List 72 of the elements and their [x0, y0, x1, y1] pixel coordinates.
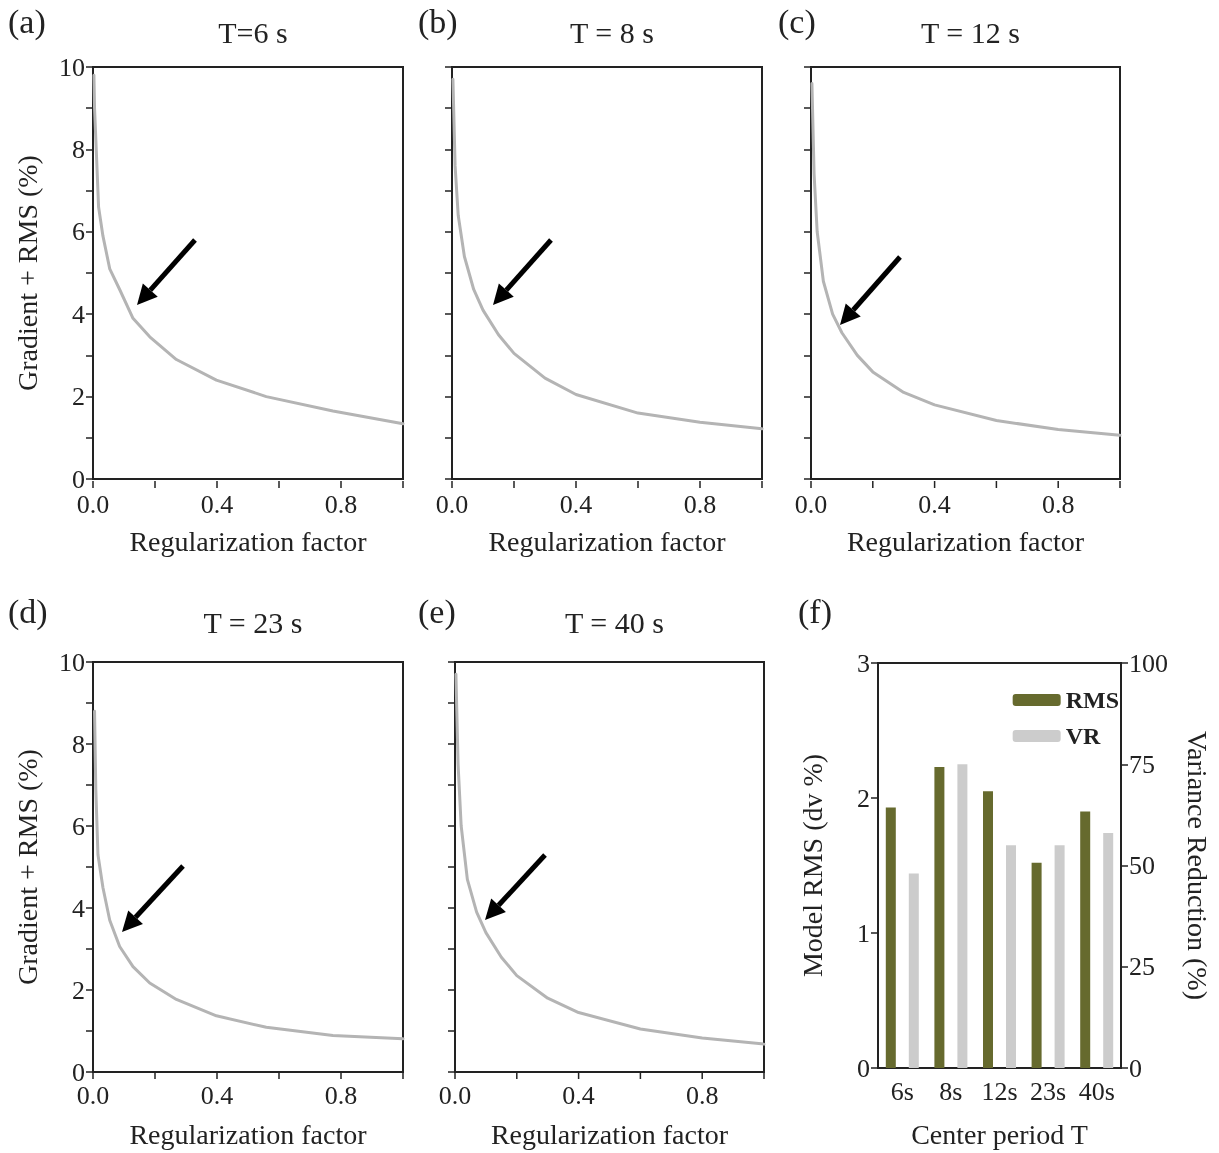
- bar: [1054, 845, 1065, 1068]
- y-tick-label: 6: [72, 217, 85, 247]
- y-tick-label: 4: [72, 893, 85, 923]
- x-tick-label: 0.4: [918, 489, 951, 519]
- bar: [934, 766, 945, 1068]
- y2-axis-title: Variance Reduction (%): [1181, 731, 1213, 1000]
- chart-title: T = 8 s: [570, 15, 654, 49]
- bar: [908, 873, 919, 1068]
- x-tick-label: 6s: [890, 1076, 914, 1106]
- text: (f): [798, 592, 832, 631]
- x-tick-label: 0.0: [438, 1080, 472, 1110]
- text: (b): [418, 2, 458, 41]
- x-tick-label: 0.4: [200, 489, 234, 519]
- y-tick-label: 1: [857, 918, 870, 948]
- y2-tick-label: 75: [1129, 749, 1155, 779]
- y-tick-label: 6: [72, 811, 85, 841]
- x-axis-title: Regularization factor: [490, 1118, 729, 1150]
- bar: [983, 791, 993, 1068]
- y-tick-label: 10: [59, 647, 85, 677]
- bar: [1031, 862, 1042, 1068]
- x-axis-title: Center period T: [911, 1118, 1088, 1150]
- x-tick-label: 23s: [1030, 1076, 1067, 1106]
- y-tick-label: 8: [72, 134, 85, 164]
- line-series: [93, 709, 405, 1041]
- y-axis-title: Gradient + RMS (%): [11, 749, 43, 985]
- y2-tick-label: 50: [1129, 851, 1155, 880]
- y-tick-label: 2: [72, 975, 85, 1005]
- chart-title: T = 23 s: [203, 605, 303, 639]
- chart-title: T = 40 s: [565, 605, 664, 639]
- text: (c): [778, 2, 816, 41]
- y2-tick-label: 25: [1129, 952, 1155, 982]
- text: (a): [8, 2, 46, 41]
- line-series: [92, 73, 405, 426]
- x-tick-label: 0.4: [559, 489, 593, 519]
- x-tick-label: 12s: [981, 1076, 1018, 1106]
- x-tick-label: 0.8: [683, 489, 717, 519]
- x-tick-label: 40s: [1078, 1076, 1115, 1106]
- y-tick-label: 3: [857, 648, 870, 678]
- x-tick-label: 0.4: [562, 1080, 595, 1110]
- x-axis-title: Regularization factor: [846, 525, 1085, 557]
- y2-tick-label: 100: [1129, 648, 1168, 678]
- x-tick-label: 0.0: [794, 489, 828, 519]
- y-axis-title: Gradient + RMS (%): [11, 155, 43, 391]
- chart-title: T=6 s: [218, 15, 288, 49]
- x-tick-label: 8s: [939, 1076, 963, 1106]
- x-axis-title: Regularization factor: [129, 1118, 368, 1150]
- x-tick-label: 0.4: [200, 1080, 234, 1110]
- x-tick-label: 0.8: [685, 1080, 719, 1110]
- text: (e): [418, 592, 456, 631]
- x-tick-label: 0.8: [324, 489, 358, 519]
- y2-tick-label: 0: [1129, 1053, 1142, 1083]
- y-tick-label: 2: [857, 783, 870, 813]
- y-tick-label: 8: [72, 729, 85, 759]
- bar: [1080, 811, 1091, 1068]
- y-tick-label: 2: [72, 382, 85, 412]
- text: (d): [8, 592, 48, 631]
- bar: [1006, 845, 1016, 1068]
- x-tick-label: 0.8: [1041, 489, 1075, 519]
- bar: [885, 807, 896, 1068]
- bar: [957, 764, 968, 1068]
- chart-title: T = 12 s: [921, 15, 1020, 49]
- legend-label: RMS: [1065, 687, 1120, 713]
- x-axis-title: Regularization factor: [129, 525, 368, 557]
- y-axis-title: Model RMS (dv %): [796, 753, 828, 978]
- bar: [1103, 833, 1114, 1068]
- legend-label: VR: [1065, 723, 1101, 749]
- y-tick-label: 4: [72, 299, 85, 329]
- x-axis-title: Regularization factor: [488, 525, 727, 557]
- y-tick-label: 0: [857, 1053, 870, 1083]
- x-tick-label: 0.8: [324, 1080, 358, 1110]
- y-tick-label: 10: [59, 52, 85, 82]
- x-tick-label: 0.0: [435, 489, 469, 519]
